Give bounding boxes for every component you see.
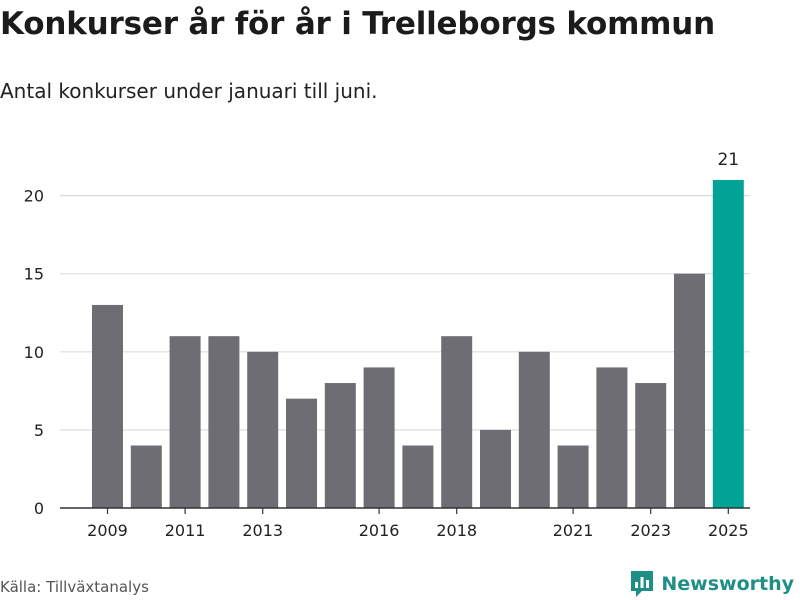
x-tick-label: 2016	[359, 521, 400, 540]
brand-name: Newsworthy	[661, 573, 794, 595]
bar-chart-logo-icon	[631, 571, 654, 597]
bar-2018	[441, 336, 473, 508]
x-tick-label: 2025	[708, 521, 749, 540]
bars	[92, 179, 744, 509]
axes	[60, 507, 750, 514]
bar-2009	[92, 304, 123, 508]
bar-2017	[402, 445, 434, 508]
y-tick-label: 20	[24, 187, 44, 206]
bar-2014	[286, 398, 317, 508]
newsworthy-brand[interactable]: Newsworthy	[629, 569, 794, 599]
chart-subtitle: Antal konkurser under januari till juni.	[0, 79, 378, 103]
bar-2022	[596, 367, 628, 508]
chart-title: Konkurser år för år i Trelleborgs kommun	[0, 6, 716, 42]
bar-2016	[363, 367, 395, 508]
x-tick-label: 2009	[87, 521, 128, 540]
bar-2015	[324, 383, 356, 508]
bar-2023	[635, 383, 667, 508]
bar-2021	[557, 445, 589, 508]
bar-2025	[712, 179, 744, 509]
bar-2020	[518, 351, 550, 508]
bar-2010	[130, 445, 162, 508]
y-tick-label: 5	[34, 421, 44, 440]
x-tick-label: 2013	[242, 521, 283, 540]
x-tick-label: 2023	[630, 521, 671, 540]
y-tick-label: 0	[34, 499, 44, 518]
x-tick-label: 2021	[553, 521, 594, 540]
x-tick-label: 2011	[165, 521, 206, 540]
bar-2012	[208, 336, 240, 508]
x-tick-label: 2018	[436, 521, 477, 540]
bar-2011	[169, 336, 201, 508]
bar-2013	[247, 351, 279, 508]
bar-2019	[480, 429, 511, 508]
y-tick-label: 10	[24, 343, 44, 362]
bar-2024	[674, 273, 705, 508]
data-label-2025: 21	[717, 150, 739, 170]
source-note: Källa: Tillväxtanalys	[0, 578, 149, 596]
y-tick-label: 15	[24, 265, 44, 284]
